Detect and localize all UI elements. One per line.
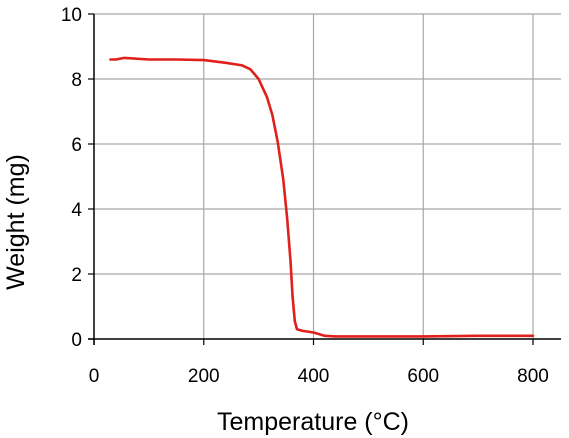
y-tick-label: 10 (61, 5, 82, 26)
series-group (109, 56, 535, 338)
series-line (109, 56, 535, 338)
grid-lines (94, 13, 561, 339)
y-tick-label: 2 (71, 265, 82, 286)
axes (88, 13, 561, 345)
y-tick-label: 6 (71, 135, 82, 156)
x-tick-label: 0 (89, 366, 100, 387)
x-tick-label: 400 (298, 366, 330, 387)
y-tick-label: 0 (71, 330, 82, 351)
y-tick-label: 4 (71, 200, 82, 221)
x-tick-label: 800 (517, 366, 549, 387)
y-axis-title: Weight (mg) (2, 154, 30, 290)
x-axis-title: Temperature (°C) (217, 408, 409, 436)
y-tick-labels: 0 2 4 6 8 10 (61, 5, 83, 351)
x-tick-label: 200 (188, 366, 220, 387)
y-tick-label: 8 (71, 70, 82, 91)
x-tick-label: 600 (407, 366, 439, 387)
x-tick-labels: 0 200 400 600 800 (89, 366, 549, 387)
